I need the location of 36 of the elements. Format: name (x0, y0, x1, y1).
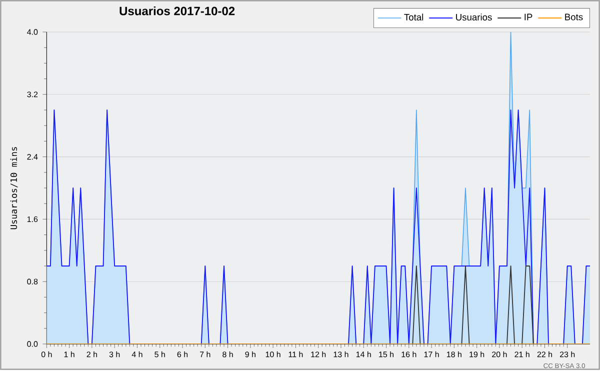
y-tick-label: 1.6 (27, 216, 38, 222)
legend-label: Bots (565, 14, 583, 21)
x-tick-label: 12 h (311, 352, 326, 358)
x-tick-label: 17 h (424, 352, 439, 358)
y-tick-label: 3.2 (27, 92, 38, 98)
x-tick-label: 22 h (537, 352, 552, 358)
x-tick-label: 15 h (379, 352, 394, 358)
x-tick-label: 4 h (132, 352, 142, 358)
x-tick-label: 23 h (560, 352, 575, 358)
x-tick-label: 20 h (492, 352, 507, 358)
legend-label: Usuarios (456, 14, 492, 21)
y-tick-label: 0.8 (27, 278, 38, 285)
x-tick-label: 10 h (266, 352, 280, 358)
y-tick-label: 2.4 (27, 154, 38, 160)
chart-title: Usuarios 2017-10-02 (120, 6, 235, 16)
x-tick-label: 2 h (86, 352, 97, 358)
x-tick-label: 18 h (446, 352, 462, 358)
y-axis-title: Usuarios/10 mins (10, 147, 18, 230)
x-tick-label: 9 h (245, 352, 256, 358)
x-tick-label: 1 h (64, 352, 74, 358)
x-tick-label: 8 h (222, 352, 233, 358)
x-tick-label: 7 h (200, 352, 210, 358)
x-tick-label: 14 h (356, 352, 371, 358)
x-tick-label: 21 h (514, 352, 530, 358)
x-tick-label: 11 h (288, 352, 303, 358)
x-tick-label: 3 h (109, 352, 120, 358)
x-tick-label: 16 h (402, 352, 416, 358)
x-tick-label: 6 h (177, 352, 188, 358)
x-tick-label: 13 h (334, 352, 348, 358)
y-tick-label: 0.0 (27, 341, 38, 348)
x-tick-label: 0 h (41, 352, 52, 358)
x-tick-label: 5 h (154, 352, 165, 358)
legend-label: Total (404, 14, 424, 21)
y-tick-label: 4.0 (27, 29, 38, 36)
x-tick-label: 19 h (470, 352, 484, 358)
legend-label: IP (524, 14, 532, 20)
